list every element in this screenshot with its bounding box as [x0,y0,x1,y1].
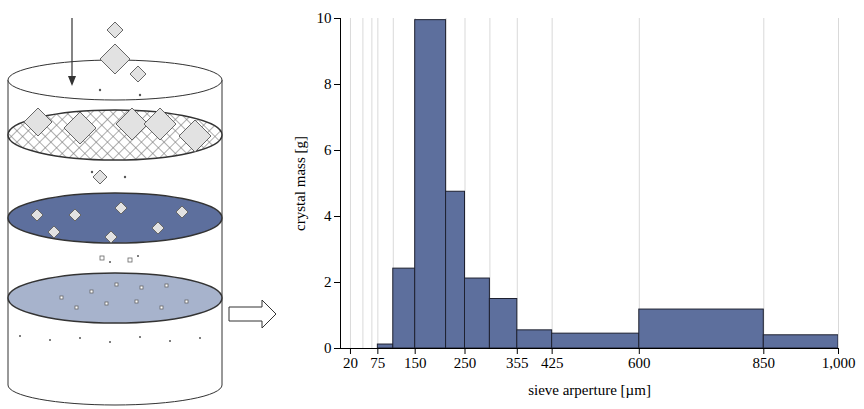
svg-text:75: 75 [370,355,385,371]
svg-text:600: 600 [628,355,651,371]
svg-text:10: 10 [317,10,332,26]
svg-text:355: 355 [506,355,529,371]
svg-text:850: 850 [753,355,776,371]
svg-text:20: 20 [343,355,358,371]
svg-text:crystal mass [g]: crystal mass [g] [292,136,308,231]
svg-text:4: 4 [324,208,332,224]
svg-text:0: 0 [324,340,332,356]
svg-text:250: 250 [454,355,477,371]
svg-text:8: 8 [324,76,332,92]
svg-text:6: 6 [324,142,332,158]
svg-text:1,000: 1,000 [822,355,856,371]
svg-text:2: 2 [324,274,332,290]
svg-text:sieve arperture [µm]: sieve arperture [µm] [528,382,651,398]
svg-text:425: 425 [541,355,564,371]
svg-text:150: 150 [404,355,427,371]
